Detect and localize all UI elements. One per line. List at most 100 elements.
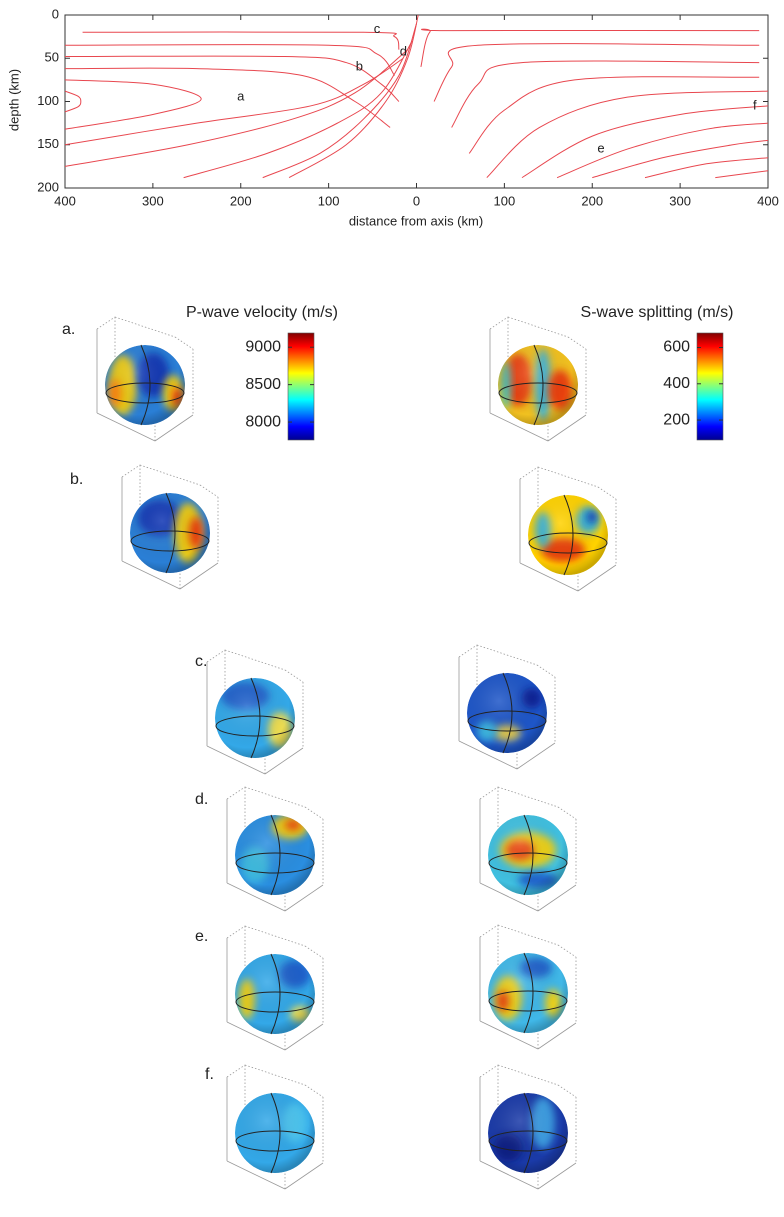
sphere-panel — [480, 787, 576, 911]
sphere-panel — [227, 1065, 323, 1189]
axes-frame — [498, 925, 558, 945]
colorbar-tick-label: 600 — [663, 339, 690, 356]
sphere-shade — [488, 815, 568, 895]
axes-frame — [480, 925, 498, 937]
axes-frame — [520, 467, 538, 479]
annotation: c — [374, 21, 381, 36]
axes-frame — [490, 317, 508, 329]
flow-line — [289, 15, 418, 178]
sphere-surface — [235, 815, 315, 895]
axes-frame — [480, 787, 498, 799]
sphere-panel — [227, 926, 323, 1050]
axes-frame — [480, 1065, 498, 1077]
sphere-shade — [130, 493, 210, 573]
panel-label: f. — [205, 1066, 214, 1083]
sphere-surface — [488, 815, 568, 895]
x-tick-label: 400 — [757, 193, 779, 208]
flow-line — [715, 171, 768, 178]
x-axis-label: distance from axis (km) — [349, 213, 483, 228]
axes-frame — [97, 317, 115, 329]
sphere-panel — [97, 317, 193, 441]
sphere-shade — [528, 495, 608, 575]
sphere-panel — [122, 465, 218, 589]
axes-frame — [245, 926, 305, 946]
flow-line — [184, 41, 412, 178]
annotation: d — [400, 44, 407, 59]
sphere-surface — [235, 1093, 315, 1173]
y-tick-label: 100 — [37, 93, 59, 108]
sphere-shade — [105, 345, 185, 425]
panel-label: e. — [195, 928, 208, 945]
flow-line — [452, 61, 760, 127]
annotation: f — [753, 97, 757, 112]
sphere-shade — [488, 1093, 568, 1173]
sphere-surface — [528, 495, 608, 575]
x-tick-label: 400 — [54, 193, 76, 208]
x-tick-label: 200 — [581, 193, 603, 208]
sphere-panel — [207, 650, 303, 774]
y-tick-label: 150 — [37, 136, 59, 151]
axes-frame — [538, 467, 598, 487]
sphere-shade — [235, 954, 315, 1034]
axes-frame — [558, 1085, 576, 1097]
axes-frame — [225, 650, 285, 670]
sphere-panel — [490, 317, 586, 441]
colorbar-tick-label: 8000 — [245, 413, 281, 430]
axes-frame — [598, 487, 616, 499]
colorbar-tick-label: 9000 — [245, 338, 281, 355]
flow-line — [65, 56, 399, 101]
panel-label: b. — [70, 471, 83, 488]
x-tick-label: 300 — [669, 193, 691, 208]
x-tick-label: 0 — [413, 193, 420, 208]
axes-frame — [227, 787, 245, 799]
colorbar-tick-label: 200 — [663, 411, 690, 428]
axes-frame — [537, 665, 555, 677]
sphere-panel — [227, 787, 323, 911]
figure: distance from axis (km) depth (km) P-wav… — [0, 0, 784, 1217]
flow-line — [65, 45, 395, 76]
panel-label: a. — [62, 321, 75, 338]
column-title: S-wave splitting (m/s) — [581, 304, 734, 321]
column-title: P-wave velocity (m/s) — [186, 304, 338, 321]
sphere-panel — [480, 925, 576, 1049]
flow-line — [522, 106, 768, 178]
axes-frame — [227, 1065, 245, 1077]
sphere-surface — [498, 345, 578, 425]
axes-frame — [305, 807, 323, 819]
y-tick-label: 0 — [52, 6, 59, 21]
panel-label: d. — [195, 791, 208, 808]
colorbar-tick-label: 400 — [663, 375, 690, 392]
axes-frame — [477, 645, 537, 665]
sphere-shade — [498, 345, 578, 425]
y-tick-label: 200 — [37, 179, 59, 194]
flow-line — [65, 80, 201, 129]
axes-frame — [285, 670, 303, 682]
flow-line — [592, 140, 768, 177]
flow-line — [83, 32, 399, 50]
sphere-surface — [488, 1093, 568, 1173]
flow-line — [263, 24, 417, 178]
y-tick-label: 50 — [45, 50, 59, 65]
sphere-shade — [467, 673, 547, 753]
axes-frame — [558, 807, 576, 819]
sphere-surface — [235, 954, 315, 1034]
sphere-surface — [488, 953, 568, 1033]
flow-line — [557, 123, 768, 177]
axes-frame — [305, 946, 323, 958]
axes-frame — [245, 787, 305, 807]
axes-frame — [115, 317, 175, 337]
sphere-shade — [488, 953, 568, 1033]
axes-frame — [207, 650, 225, 662]
flow-line — [487, 91, 768, 177]
sphere-surface — [105, 345, 185, 425]
axes-frame — [498, 787, 558, 807]
colorbar — [288, 333, 314, 440]
sphere-surface — [130, 493, 210, 573]
colorbar — [697, 333, 723, 440]
colorbar-tick-label: 8500 — [245, 376, 281, 393]
sphere-panel — [459, 645, 555, 769]
axes-frame — [305, 1085, 323, 1097]
y-axis-label: depth (km) — [6, 69, 21, 131]
annotation: b — [356, 58, 363, 73]
plot-frame — [65, 15, 768, 188]
